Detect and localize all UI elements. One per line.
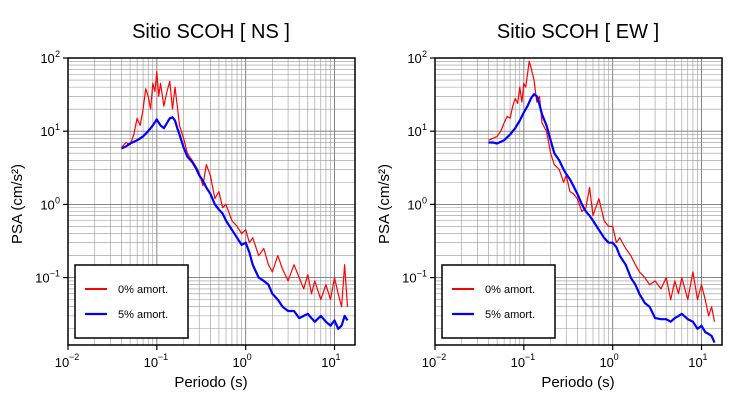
y-tick-label: 10: [40, 197, 54, 212]
y-tick-exponent: 2: [55, 49, 60, 59]
x-axis-label: Periodo (s): [174, 374, 247, 391]
y-tick-exponent: 0: [422, 195, 427, 205]
x-tick-label: 10: [55, 355, 69, 370]
x-tick-exponent: −1: [525, 352, 535, 362]
series-line-undamped: [121, 71, 349, 308]
y-tick-exponent: 1: [55, 122, 60, 132]
legend-label-1: 5% amort.: [118, 309, 168, 321]
series-group: [121, 71, 349, 330]
x-tick-exponent: −2: [436, 352, 446, 362]
legend: 0% amort. 5% amort.: [441, 264, 556, 339]
y-tick-exponent: 1: [422, 122, 427, 132]
x-tick-exponent: 1: [336, 352, 341, 362]
series-line-undamped: [488, 60, 716, 322]
legend-label-0: 0% amort.: [118, 284, 168, 296]
legend-box: [441, 264, 556, 339]
x-tick-label: 10: [422, 355, 436, 370]
chart-title: Sitio SCOH [ EW ]: [497, 21, 659, 43]
y-tick-exponent: 2: [422, 49, 427, 59]
y-tick-exponent: 0: [55, 195, 60, 205]
plot-frame: [434, 57, 723, 346]
x-tick-label: 10: [599, 355, 613, 370]
grid: [67, 57, 355, 345]
plot-frame: [67, 57, 356, 346]
legend-label-0: 0% amort.: [485, 284, 535, 296]
x-axis-label: Periodo (s): [541, 374, 614, 391]
y-axis-label: PSA (cm/s²): [9, 164, 26, 244]
x-tick-exponent: −1: [158, 352, 168, 362]
y-tick-exponent: −1: [50, 269, 60, 279]
chart-ew: Sitio SCOH [ EW ] 10 −2 10 −1 10 0 10 121011001…: [376, 21, 723, 391]
legend-label-1: 5% amort.: [485, 309, 535, 321]
x-tick-exponent: 0: [614, 352, 619, 362]
chart-ns: Sitio SCOH [ NS ] 10 −2 10 −1 10 0 10 121011001…: [9, 21, 356, 391]
x-tick-exponent: −2: [69, 352, 79, 362]
x-tick-label: 10: [688, 355, 702, 370]
x-tick-label: 10: [232, 355, 246, 370]
y-tick-label: 10: [40, 51, 54, 66]
x-tick-exponent: 0: [247, 352, 252, 362]
y-tick-label: 10: [407, 51, 421, 66]
x-tick-label: 10: [144, 355, 158, 370]
legend: 0% amort. 5% amort.: [74, 264, 189, 339]
y-tick-exponent: −1: [417, 269, 427, 279]
y-tick-label: 10: [407, 197, 421, 212]
chart-title: Sitio SCOH [ NS ]: [132, 21, 290, 43]
x-tick-label: 10: [511, 355, 525, 370]
series-line-damped: [488, 93, 716, 343]
y-tick-label: 10: [35, 271, 49, 286]
y-tick-label: 10: [407, 124, 421, 139]
y-tick-label: 10: [402, 271, 416, 286]
series-line-damped: [121, 116, 349, 330]
y-axis-label: PSA (cm/s²): [376, 164, 393, 244]
series-group: [488, 60, 716, 343]
x-tick-label: 10: [321, 355, 335, 370]
legend-box: [74, 264, 189, 339]
x-tick-exponent: 1: [703, 352, 708, 362]
y-tick-label: 10: [40, 124, 54, 139]
